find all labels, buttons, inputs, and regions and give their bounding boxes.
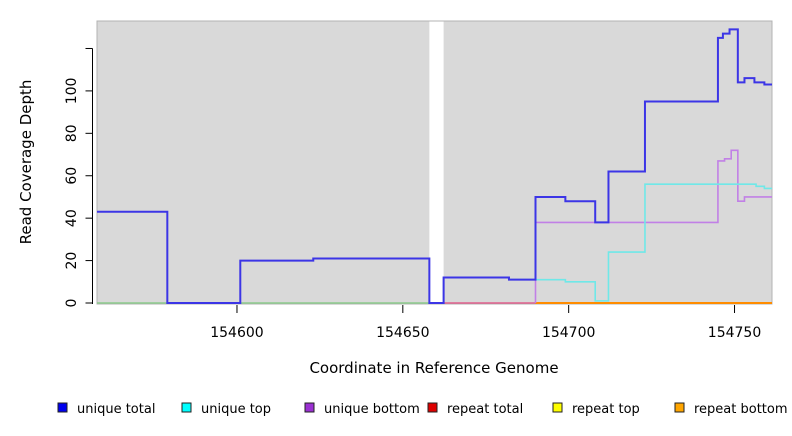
x-tick-label: 154650	[376, 325, 429, 341]
legend-swatch-icon	[181, 402, 192, 413]
y-tick-label: 80	[64, 124, 80, 142]
legend-label: repeat top	[572, 402, 640, 417]
y-axis-title: Read Coverage Depth	[17, 80, 35, 245]
legend-label: repeat total	[447, 402, 523, 417]
x-tick-label: 154600	[210, 325, 263, 341]
legend-item-unique-top: unique top	[181, 402, 271, 417]
legend-label: unique top	[201, 402, 271, 417]
legend-item-repeat-bottom: repeat bottom	[674, 402, 788, 417]
y-tick-label: 20	[64, 252, 80, 270]
legend-item-unique-bottom: unique bottom	[304, 402, 420, 417]
legend-label: unique total	[77, 402, 155, 417]
legend-label: repeat bottom	[694, 402, 788, 417]
y-tick-label: 40	[64, 209, 80, 227]
masked-gap-region	[429, 21, 444, 304]
x-axis-title: Coordinate in Reference Genome	[309, 359, 558, 377]
legend-swatch-icon	[304, 402, 315, 413]
series-unique-bottom-line	[534, 149, 772, 303]
legend-swatch-icon	[552, 402, 563, 413]
y-tick-label: 100	[64, 78, 80, 105]
series-unique-total-line	[97, 28, 772, 304]
x-tick-label: 154750	[708, 325, 761, 341]
legend-swatch-icon	[427, 402, 438, 413]
legend-swatch-icon	[674, 402, 685, 413]
y-tick-label: 0	[64, 299, 80, 308]
legend-label: unique bottom	[324, 402, 420, 417]
legend-item-unique-total: unique total	[57, 402, 155, 417]
legend-swatch-icon	[57, 402, 68, 413]
legend-item-repeat-top: repeat top	[552, 402, 640, 417]
legend: unique total unique top unique bottom repea…	[57, 402, 788, 417]
legend-item-repeat-total: repeat total	[427, 402, 523, 417]
x-tick-label: 154700	[542, 325, 595, 341]
y-tick-label: 60	[64, 167, 80, 185]
